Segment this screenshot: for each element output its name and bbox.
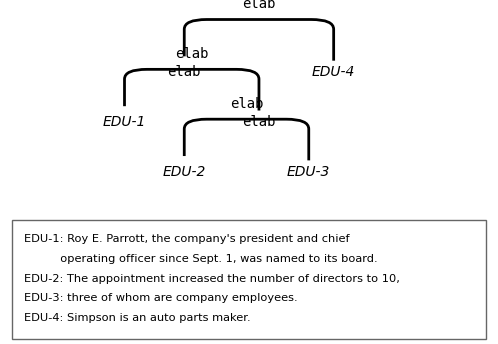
- Text: elab: elab: [175, 47, 209, 61]
- Text: EDU-1: Roy E. Parrott, the company's president and chief: EDU-1: Roy E. Parrott, the company's pre…: [24, 234, 350, 244]
- Text: EDU-3: three of whom are company employees.: EDU-3: three of whom are company employe…: [24, 293, 298, 303]
- Text: elab: elab: [242, 0, 276, 11]
- Text: elab: elab: [167, 65, 201, 79]
- Text: EDU-1: EDU-1: [103, 115, 146, 129]
- Text: EDU-4: Simpson is an auto parts maker.: EDU-4: Simpson is an auto parts maker.: [24, 313, 251, 323]
- Text: operating officer since Sept. 1, was named to its board.: operating officer since Sept. 1, was nam…: [24, 254, 378, 264]
- FancyBboxPatch shape: [12, 220, 486, 339]
- Text: EDU-2: The appointment increased the number of directors to 10,: EDU-2: The appointment increased the num…: [24, 273, 400, 283]
- Text: elab: elab: [242, 115, 276, 129]
- Text: EDU-4: EDU-4: [312, 65, 356, 79]
- Text: EDU-2: EDU-2: [162, 165, 206, 179]
- Text: EDU-3: EDU-3: [287, 165, 331, 179]
- Text: elab: elab: [230, 97, 263, 110]
